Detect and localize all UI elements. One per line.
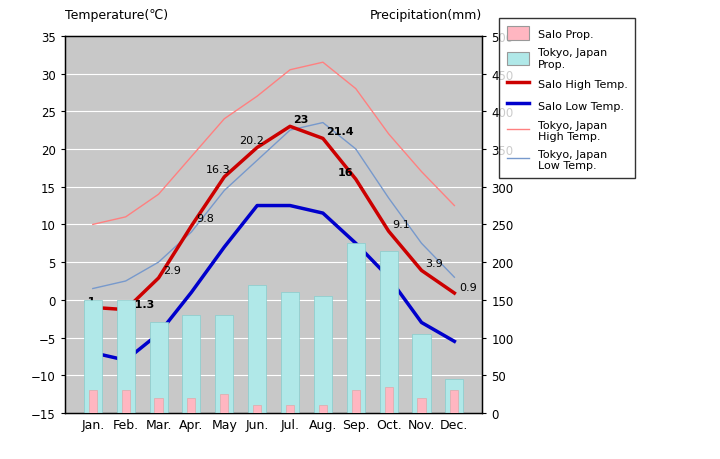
Bar xyxy=(182,315,200,413)
Bar xyxy=(418,398,426,413)
Bar xyxy=(314,297,332,413)
Bar xyxy=(450,391,459,413)
Bar xyxy=(446,379,464,413)
Bar xyxy=(253,406,261,413)
Text: 2.9: 2.9 xyxy=(163,266,181,276)
Text: Temperature(℃): Temperature(℃) xyxy=(65,9,168,22)
Text: 9.8: 9.8 xyxy=(197,214,215,224)
Text: 9.1: 9.1 xyxy=(392,219,410,229)
Text: -1: -1 xyxy=(83,297,95,307)
Bar xyxy=(351,391,360,413)
Bar xyxy=(117,300,135,413)
Bar xyxy=(89,391,97,413)
Text: 0.9: 0.9 xyxy=(459,282,477,292)
Bar xyxy=(155,398,163,413)
Text: -1.3: -1.3 xyxy=(130,299,155,309)
Bar xyxy=(187,398,196,413)
Bar xyxy=(215,315,233,413)
Bar xyxy=(379,251,397,413)
Text: Precipitation(mm): Precipitation(mm) xyxy=(370,9,482,22)
Text: 16: 16 xyxy=(338,167,354,177)
Bar xyxy=(319,406,327,413)
Text: 16.3: 16.3 xyxy=(206,165,231,175)
Text: 23: 23 xyxy=(293,115,309,124)
Bar xyxy=(281,293,299,413)
Bar xyxy=(122,391,130,413)
Bar xyxy=(347,244,365,413)
Text: 21.4: 21.4 xyxy=(326,127,354,137)
Text: 3.9: 3.9 xyxy=(425,258,443,269)
Bar xyxy=(220,394,228,413)
Bar xyxy=(413,334,431,413)
Bar xyxy=(286,406,294,413)
Bar xyxy=(150,323,168,413)
Legend: Salo Prop., Tokyo, Japan
Prop., Salo High Temp., Salo Low Temp., Tokyo, Japan
Hi: Salo Prop., Tokyo, Japan Prop., Salo Hig… xyxy=(499,19,635,179)
Bar xyxy=(384,387,392,413)
Text: 20.2: 20.2 xyxy=(239,135,264,146)
Bar xyxy=(248,285,266,413)
Bar xyxy=(84,300,102,413)
